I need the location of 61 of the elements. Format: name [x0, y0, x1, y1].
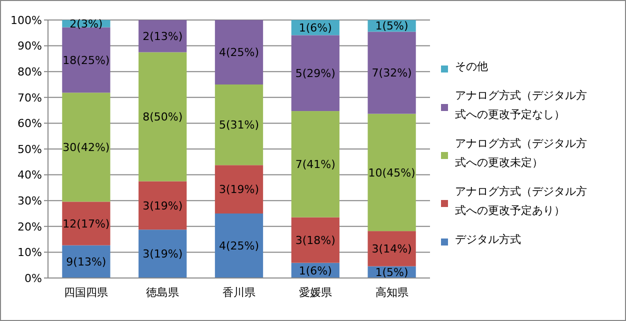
legend-label: アナログ方式（デジタル方式への更改未定） [455, 136, 587, 169]
data-label: 5(29%) [295, 66, 336, 80]
bar [62, 92, 110, 202]
y-tick-label: 60% [18, 117, 42, 130]
bar [138, 230, 187, 278]
data-label: 3(19%) [142, 248, 183, 261]
data-label: 7(32%) [372, 66, 412, 80]
bar [214, 214, 264, 278]
bar [368, 32, 416, 114]
bar [291, 35, 340, 112]
bar [214, 84, 264, 166]
x-tick-label: 徳島県 [146, 286, 180, 299]
bar [214, 20, 264, 84]
data-label: 1(6%) [298, 21, 332, 34]
data-label: 10(45%) [368, 166, 416, 180]
x-tick-label: 高知県 [375, 286, 408, 299]
bar [291, 111, 340, 218]
data-label: 30(42%) [62, 141, 110, 154]
y-tick-label: 100% [10, 14, 42, 27]
data-label: 1(6%) [298, 264, 332, 278]
x-tick-label: 四国四県 [64, 286, 108, 299]
data-label: 3(18%) [295, 234, 336, 247]
data-label: 1(5%) [375, 20, 408, 33]
data-label: 9(13%) [66, 255, 106, 268]
x-tick-label: 香川県 [222, 286, 256, 299]
data-label: 5(31%) [218, 118, 260, 132]
data-label: 18(25%) [62, 54, 110, 67]
y-tick-label: 70% [18, 91, 42, 104]
bar [214, 165, 264, 214]
bar [138, 20, 187, 52]
bar [138, 181, 187, 230]
data-label: 12(17%) [62, 217, 110, 230]
y-tick-label: 0% [24, 272, 42, 285]
data-label: 2(13%) [142, 30, 183, 43]
data-label: 4(25%) [218, 240, 260, 253]
bar [291, 217, 340, 263]
bar [138, 52, 187, 182]
data-label: 3(14%) [372, 242, 412, 256]
bar [62, 202, 110, 246]
bar [62, 27, 110, 93]
y-tick-label: 10% [18, 246, 42, 260]
legend-label: アナログ方式（デジタル方式への更改予定あり） [455, 184, 587, 217]
y-tick-label: 30% [18, 194, 42, 208]
data-label: 3(19%) [218, 183, 260, 196]
y-tick-label: 20% [18, 220, 42, 234]
bar [368, 114, 416, 232]
data-label: 1(5%) [375, 266, 408, 279]
data-label: 4(25%) [218, 46, 260, 60]
y-tick-label: 90% [18, 40, 42, 53]
data-label: 7(41%) [295, 158, 336, 172]
y-tick-label: 50% [18, 142, 42, 156]
legend-label: デジタル方式 [455, 232, 521, 246]
y-tick-label: 40% [18, 168, 42, 182]
data-label: 3(19%) [142, 199, 183, 212]
data-label: 2(3%) [70, 17, 103, 30]
data-label: 8(50%) [142, 110, 183, 124]
bar [368, 231, 416, 266]
y-tick-label: 80% [18, 65, 42, 78]
legend-label: その他 [455, 60, 488, 73]
legend-label: アナログ方式（デジタル方式への更改予定なし） [455, 88, 587, 121]
x-tick-label: 愛媛県 [298, 286, 332, 299]
